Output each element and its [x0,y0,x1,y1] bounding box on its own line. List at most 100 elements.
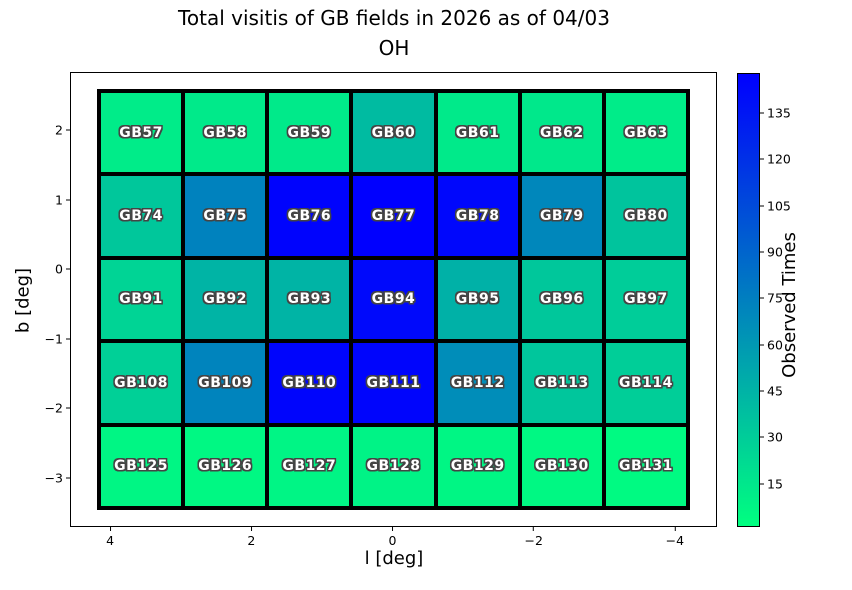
x-tick-mark [250,527,252,531]
colorbar-tick: 15 [760,476,783,491]
x-axis-label: l [deg] [364,548,424,569]
y-tick: −2 [45,401,70,416]
grid-cell: GB130 [519,424,604,508]
grid-cell-label: GB108 [114,374,169,391]
colorbar-tick-mark [760,436,764,438]
x-tick: 4 [106,527,114,548]
grid-cell: GB112 [435,341,520,425]
grid-cell-label: GB78 [455,208,500,225]
grid-cell-label: GB75 [203,208,248,225]
colorbar-tick-label: 135 [767,105,791,121]
grid-cell-label: GB62 [539,124,584,141]
grid-cell-label: GB77 [371,208,416,225]
colorbar-tick: 90 [760,245,783,260]
grid-cell: GB61 [435,91,520,175]
colorbar-label: Observed Times [778,232,800,378]
grid-cell-label: GB95 [455,291,500,308]
grid-cell: GB129 [435,424,520,508]
grid-cell-label: GB128 [366,458,421,475]
colorbar-tick-mark [760,158,764,160]
grid-cell: GB60 [351,91,436,175]
grid-cell-label: GB94 [371,291,416,308]
y-tick-label: −2 [44,400,63,416]
grid-cell: GB57 [99,91,184,175]
grid-cell: GB93 [267,257,352,342]
x-tick-mark [674,527,676,531]
grid-cell: GB77 [351,174,436,258]
colorbar-tick-mark [760,297,764,299]
y-tick: −3 [45,470,70,485]
colorbar-tick-mark [760,344,764,346]
colorbar-tick: 60 [760,337,783,352]
grid-cell: GB114 [603,341,688,425]
grid-cell-label: GB91 [119,291,163,308]
colorbar-tick-label: 60 [767,337,783,353]
grid-cell-label: GB110 [282,374,337,391]
colorbar-tick-mark [760,112,764,114]
y-tick-label: 2 [55,122,63,138]
grid-cell: GB131 [603,424,688,508]
colorbar-tick-mark [760,251,764,253]
y-tick: 2 [55,123,70,138]
colorbar-tick-label: 105 [767,198,791,214]
x-tick: 0 [389,527,396,548]
colorbar-tick: 105 [760,198,791,213]
grid-cell-label: GB63 [624,124,668,141]
y-tick-mark [66,129,70,131]
y-axis-label: b [deg] [12,267,34,334]
x-tick-label: 2 [247,533,256,548]
grid-cell: GB78 [435,174,520,258]
grid-cell-label: GB114 [618,374,673,391]
grid-cell: GB97 [603,257,688,342]
colorbar-tick-label: 30 [767,429,783,445]
y-tick-label: −3 [44,470,63,485]
grid-cell: GB59 [267,91,352,175]
grid-cell: GB63 [603,91,688,175]
grid-cell-label: GB131 [618,458,673,475]
colorbar-tick-label: 75 [767,290,783,306]
grid-cell: GB108 [99,341,184,425]
grid-cell-label: GB93 [287,291,332,308]
grid-cell: GB80 [603,174,688,258]
grid-cell: GB126 [183,424,268,508]
y-tick: 1 [55,192,70,207]
colorbar-tick: 30 [760,430,783,445]
grid-cell: GB95 [435,257,520,342]
x-tick-mark [109,527,111,531]
grid-cell: GB58 [183,91,268,175]
grid-cell: GB74 [99,174,184,258]
y-tick-label: 0 [55,261,63,277]
grid-cell-label: GB79 [539,208,584,225]
grid-cell-label: GB113 [534,374,589,391]
grid-cell-label: GB97 [624,291,668,308]
colorbar-tick-mark [760,390,764,392]
grid-cell: GB127 [267,424,352,508]
field-grid: GB57 GB58 GB59 GB60 GB61 GB62 GB63 GB74 GB75 GB76… [97,89,690,510]
grid-cell-label: GB76 [287,208,332,225]
grid-cell-label: GB109 [198,374,253,391]
x-tick: 2 [247,527,255,548]
y-tick: −1 [45,331,70,346]
grid-cell-label: GB59 [287,124,332,141]
grid-cell: GB62 [519,91,604,175]
y-tick-mark [66,407,70,409]
grid-cell-label: GB126 [198,458,253,475]
grid-cell-label: GB112 [450,374,505,391]
y-tick-label: −1 [44,331,63,346]
grid-cell-label: GB57 [119,124,163,141]
grid-cell: GB79 [519,174,604,258]
grid-cell-label: GB96 [539,291,584,308]
x-tick: −4 [666,527,684,548]
grid-cell-label: GB111 [366,374,421,391]
y-tick-mark [66,199,70,200]
grid-cell: GB125 [99,424,184,508]
x-tick-label: 4 [106,533,115,548]
figure-subtitle: OH [378,36,410,60]
x-tick-label: −2 [524,533,543,548]
grid-cell: GB111 [351,341,436,425]
x-tick: −2 [524,527,543,548]
grid-cell: GB96 [519,257,604,342]
y-tick-mark [66,338,70,339]
y-tick-mark [66,477,70,478]
grid-cell-label: GB80 [624,208,668,225]
